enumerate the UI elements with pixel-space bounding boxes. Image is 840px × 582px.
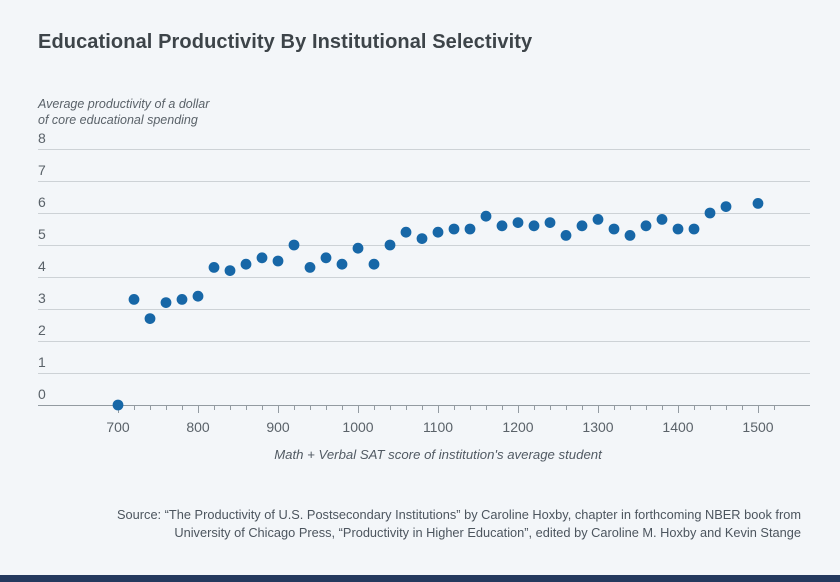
data-point — [176, 294, 188, 305]
y-tick-label: 3 — [38, 290, 46, 306]
data-point — [624, 230, 636, 241]
data-point — [144, 313, 156, 324]
data-point — [512, 217, 524, 229]
x-tick-label: 800 — [186, 419, 210, 435]
data-point — [336, 258, 348, 270]
y-tick-label: 5 — [38, 226, 46, 242]
data-point — [560, 230, 572, 241]
data-point — [320, 252, 332, 264]
x-tick-label: 1300 — [582, 419, 613, 435]
data-point — [192, 290, 204, 302]
x-tick-label: 900 — [266, 419, 290, 435]
data-point — [448, 223, 460, 235]
data-point — [208, 262, 220, 273]
data-point — [128, 294, 140, 305]
x-tick-label: 700 — [106, 419, 130, 435]
data-point — [704, 207, 716, 219]
source-note: Source: “The Productivity of U.S. Postse… — [117, 507, 801, 540]
y-tick-label: 6 — [38, 194, 46, 210]
y-tick-label: 1 — [38, 354, 46, 370]
x-tick-label: 1200 — [502, 419, 533, 435]
x-tick-label: 1400 — [662, 419, 693, 435]
x-tick-label: 1000 — [342, 419, 373, 435]
data-point — [720, 201, 732, 213]
data-point — [528, 220, 540, 232]
x-tick-label: 1500 — [742, 419, 773, 435]
bottom-accent-bar — [0, 575, 840, 582]
data-point — [544, 217, 556, 229]
data-point — [640, 220, 652, 232]
data-point — [400, 226, 412, 238]
data-point — [464, 223, 476, 235]
data-point — [416, 233, 428, 245]
y-axis-unit-label: Average productivity of a dollar of core… — [38, 97, 210, 127]
data-point — [688, 223, 700, 235]
x-tick-label: 1100 — [423, 419, 453, 435]
data-point — [496, 220, 508, 232]
data-point — [672, 223, 684, 235]
data-point — [656, 214, 668, 225]
data-point — [752, 198, 764, 209]
data-point — [240, 258, 252, 270]
data-point — [288, 239, 300, 251]
data-point — [224, 265, 236, 276]
data-point — [256, 252, 268, 264]
data-point — [112, 399, 124, 411]
data-point — [160, 297, 172, 308]
chart-title: Educational Productivity By Institutiona… — [38, 31, 533, 53]
data-point — [576, 220, 588, 232]
data-point — [592, 214, 604, 225]
data-point — [352, 242, 364, 254]
y-tick-label: 8 — [38, 130, 46, 146]
data-point — [480, 210, 492, 222]
y-tick-label: 7 — [38, 162, 46, 178]
y-tick-label: 4 — [38, 258, 46, 274]
data-point — [384, 239, 396, 251]
y-tick-label: 2 — [38, 322, 46, 338]
y-tick-label: 0 — [38, 386, 46, 402]
data-point — [608, 223, 620, 235]
data-point — [304, 262, 316, 273]
data-point — [272, 255, 284, 267]
x-axis-title: Math + Verbal SAT score of institution's… — [274, 447, 603, 462]
data-point — [432, 226, 444, 238]
data-point — [368, 258, 380, 270]
